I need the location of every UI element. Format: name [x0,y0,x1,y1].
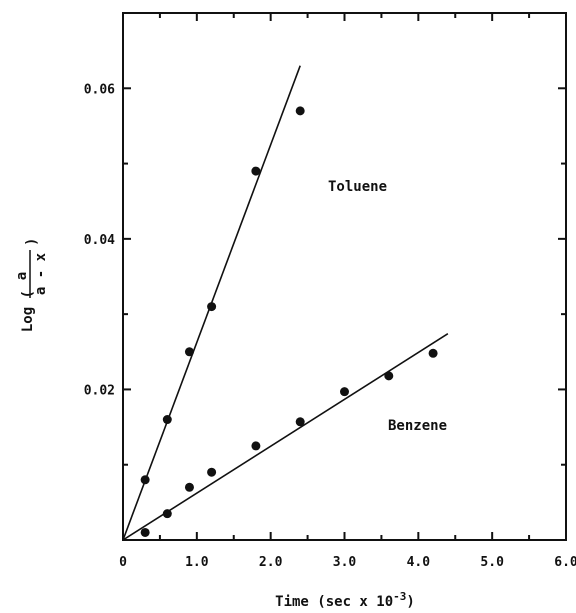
series-label-benzene: Benzene [388,418,447,434]
x-axis-label-exponent: -3 [393,590,406,603]
x-tick-label: 2.0 [259,555,283,570]
x-tick-label: 5.0 [480,555,504,570]
x-tick-label: 3.0 [333,555,357,570]
data-point-benzene [251,441,261,451]
data-point-toluene [295,106,305,116]
series-label-toluene: Toluene [328,179,387,195]
y-tick-label: 0.04 [84,233,115,248]
y-axis-label-numerator: a [14,272,30,280]
data-point-benzene [295,417,305,427]
data-point-benzene [340,387,349,397]
data-point-toluene [184,347,194,357]
x-axis-label: Time (sec x 10-3) [275,590,415,610]
y-axis-label-suffix: ) [24,238,40,246]
x-tick-label: 6.0 [554,555,576,570]
data-point-benzene [428,348,438,358]
data-point-benzene [162,509,172,519]
y-axis-label: Log ( a a - x ) [14,238,49,333]
data-point-benzene [207,467,217,477]
x-tick-label: 4.0 [407,555,431,570]
plot-frame [122,12,567,541]
x-axis-label-main: Time (sec x 10 [275,594,393,610]
y-tick-label: 0.02 [84,383,115,398]
x-tick-label: 0 [119,555,127,570]
y-axis-label-prefix: Log ( [20,290,36,332]
data-point-toluene [162,415,172,425]
data-point-benzene [384,371,394,381]
x-tick-label: 1.0 [185,555,209,570]
data-point-toluene [251,166,261,176]
fit-line-benzene [122,333,449,541]
data-point-toluene [207,302,217,312]
y-axis-label-denominator: a - x [33,252,49,295]
data-point-toluene [140,475,150,485]
y-tick-label: 0.06 [84,82,115,97]
data-point-benzene [140,527,150,537]
data-point-benzene [184,482,194,492]
x-axis-label-close: ) [406,594,414,610]
